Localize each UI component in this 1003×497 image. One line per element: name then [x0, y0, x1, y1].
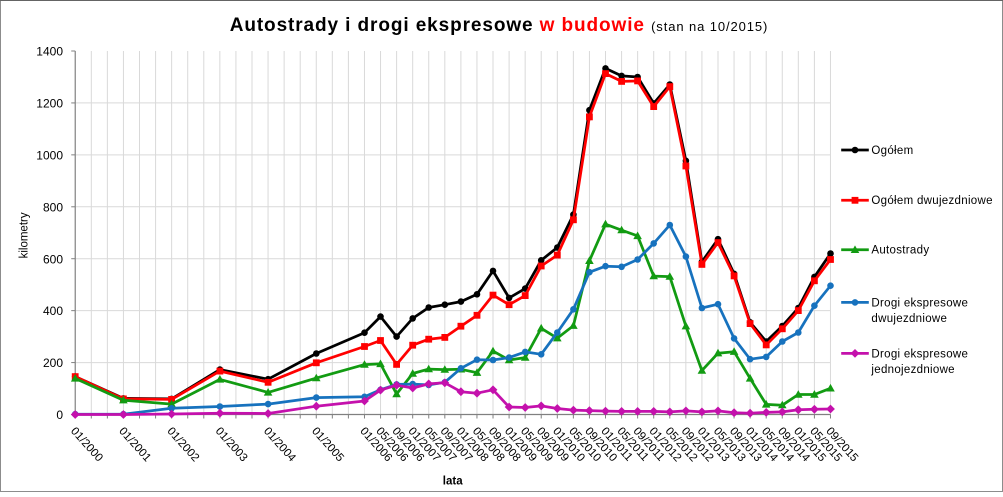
svg-text:Autostrady i drogi ekspresowe: Autostrady i drogi ekspresowe w budowie …: [230, 15, 769, 36]
svg-text:600: 600: [43, 252, 63, 266]
svg-text:400: 400: [43, 304, 63, 318]
svg-text:1000: 1000: [36, 149, 63, 163]
svg-text:Ogółem dwujezdniowe: Ogółem dwujezdniowe: [871, 195, 992, 207]
svg-text:Ogółem: Ogółem: [871, 145, 913, 157]
svg-text:0: 0: [56, 408, 63, 422]
svg-text:dwujezdniowe: dwujezdniowe: [871, 313, 947, 325]
svg-text:Drogi ekspresowe: Drogi ekspresowe: [871, 297, 968, 309]
svg-text:200: 200: [43, 356, 63, 370]
svg-text:Autostrady: Autostrady: [871, 245, 929, 257]
svg-text:jednojezdniowe: jednojezdniowe: [870, 364, 954, 376]
svg-text:1200: 1200: [36, 97, 63, 111]
svg-text:kilometry: kilometry: [19, 212, 31, 258]
svg-text:lata: lata: [443, 476, 463, 488]
svg-text:1400: 1400: [36, 45, 63, 59]
svg-text:800: 800: [43, 200, 63, 214]
svg-text:Drogi ekspresowe: Drogi ekspresowe: [871, 348, 968, 360]
